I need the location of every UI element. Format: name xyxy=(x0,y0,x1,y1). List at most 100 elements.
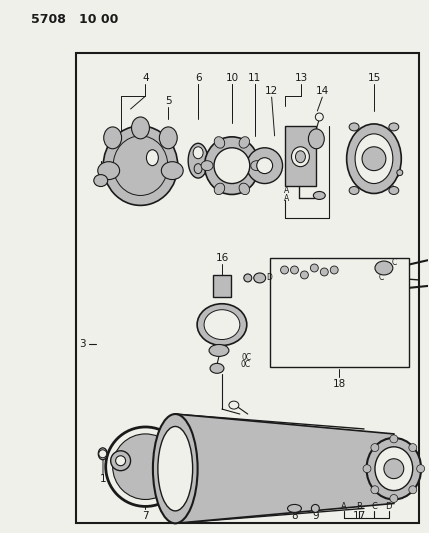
Text: 13: 13 xyxy=(295,73,308,83)
Ellipse shape xyxy=(313,191,325,199)
Ellipse shape xyxy=(254,273,266,283)
Ellipse shape xyxy=(214,183,225,195)
Ellipse shape xyxy=(94,175,108,187)
Ellipse shape xyxy=(375,447,413,490)
Circle shape xyxy=(310,264,318,272)
Text: 5: 5 xyxy=(165,96,172,106)
Ellipse shape xyxy=(291,147,309,167)
Ellipse shape xyxy=(239,136,250,148)
Ellipse shape xyxy=(355,134,393,183)
Ellipse shape xyxy=(214,136,225,148)
Ellipse shape xyxy=(201,160,213,171)
Ellipse shape xyxy=(146,150,158,166)
Ellipse shape xyxy=(158,426,193,511)
Text: 0C: 0C xyxy=(242,353,252,362)
Bar xyxy=(213,275,231,297)
Text: C: C xyxy=(378,273,384,282)
Circle shape xyxy=(257,158,272,174)
Text: 1: 1 xyxy=(100,474,106,483)
Text: A: A xyxy=(284,194,289,203)
Circle shape xyxy=(214,148,250,183)
Text: 6: 6 xyxy=(195,73,202,83)
Ellipse shape xyxy=(197,304,247,345)
Ellipse shape xyxy=(287,504,302,512)
Ellipse shape xyxy=(161,161,183,180)
Ellipse shape xyxy=(194,164,202,174)
Circle shape xyxy=(290,266,299,274)
Ellipse shape xyxy=(347,124,401,193)
Text: 8: 8 xyxy=(291,511,298,521)
Circle shape xyxy=(99,450,107,458)
Text: 14: 14 xyxy=(316,86,329,96)
Ellipse shape xyxy=(162,486,174,496)
Text: 10 00: 10 00 xyxy=(79,13,118,26)
Ellipse shape xyxy=(389,123,399,131)
Ellipse shape xyxy=(159,127,177,149)
Circle shape xyxy=(300,271,308,279)
Text: 4: 4 xyxy=(142,73,149,83)
Circle shape xyxy=(409,443,417,451)
Circle shape xyxy=(330,266,338,274)
Text: 2: 2 xyxy=(117,474,124,483)
Ellipse shape xyxy=(205,137,259,195)
Text: 9: 9 xyxy=(312,511,319,521)
Ellipse shape xyxy=(209,344,229,357)
Ellipse shape xyxy=(98,161,120,180)
Circle shape xyxy=(363,465,371,473)
Ellipse shape xyxy=(315,113,323,121)
Ellipse shape xyxy=(153,414,198,523)
Text: A: A xyxy=(341,502,347,511)
Text: C: C xyxy=(371,502,377,511)
Circle shape xyxy=(371,443,379,451)
Text: 3: 3 xyxy=(79,340,86,350)
Circle shape xyxy=(113,434,178,499)
Text: 15: 15 xyxy=(367,73,381,83)
Circle shape xyxy=(116,456,126,466)
Ellipse shape xyxy=(311,504,319,512)
Bar xyxy=(76,53,419,523)
Text: D: D xyxy=(267,273,272,282)
Text: 16: 16 xyxy=(215,253,229,263)
Circle shape xyxy=(362,147,386,171)
Ellipse shape xyxy=(104,127,121,149)
Ellipse shape xyxy=(296,151,305,163)
Text: 19: 19 xyxy=(172,511,185,521)
Circle shape xyxy=(106,427,185,506)
Ellipse shape xyxy=(132,117,149,139)
Text: D: D xyxy=(386,502,392,511)
Circle shape xyxy=(247,148,283,183)
Text: A: A xyxy=(284,186,289,195)
Ellipse shape xyxy=(244,274,252,282)
Ellipse shape xyxy=(308,129,324,149)
Ellipse shape xyxy=(349,187,359,195)
Text: 10: 10 xyxy=(225,73,239,83)
Text: 5708: 5708 xyxy=(31,13,66,26)
Text: 18: 18 xyxy=(332,379,346,389)
Bar xyxy=(270,258,409,367)
Polygon shape xyxy=(175,414,394,523)
Ellipse shape xyxy=(229,401,239,409)
Circle shape xyxy=(281,266,289,274)
Ellipse shape xyxy=(389,187,399,195)
Ellipse shape xyxy=(239,183,250,195)
Ellipse shape xyxy=(375,261,393,275)
Ellipse shape xyxy=(98,448,107,460)
Circle shape xyxy=(397,169,403,175)
Ellipse shape xyxy=(188,143,208,178)
Text: 7: 7 xyxy=(142,511,149,521)
Circle shape xyxy=(417,465,425,473)
Ellipse shape xyxy=(349,123,359,131)
Bar xyxy=(284,126,316,185)
Circle shape xyxy=(320,268,328,276)
Text: 0C: 0C xyxy=(241,360,251,369)
Circle shape xyxy=(390,435,398,443)
Text: B: B xyxy=(356,502,362,511)
Circle shape xyxy=(111,451,130,471)
Ellipse shape xyxy=(103,126,178,205)
Text: C: C xyxy=(391,257,396,266)
Ellipse shape xyxy=(204,310,240,340)
Ellipse shape xyxy=(366,438,421,499)
Ellipse shape xyxy=(193,147,203,159)
Ellipse shape xyxy=(251,160,263,171)
Text: 17: 17 xyxy=(353,511,366,521)
